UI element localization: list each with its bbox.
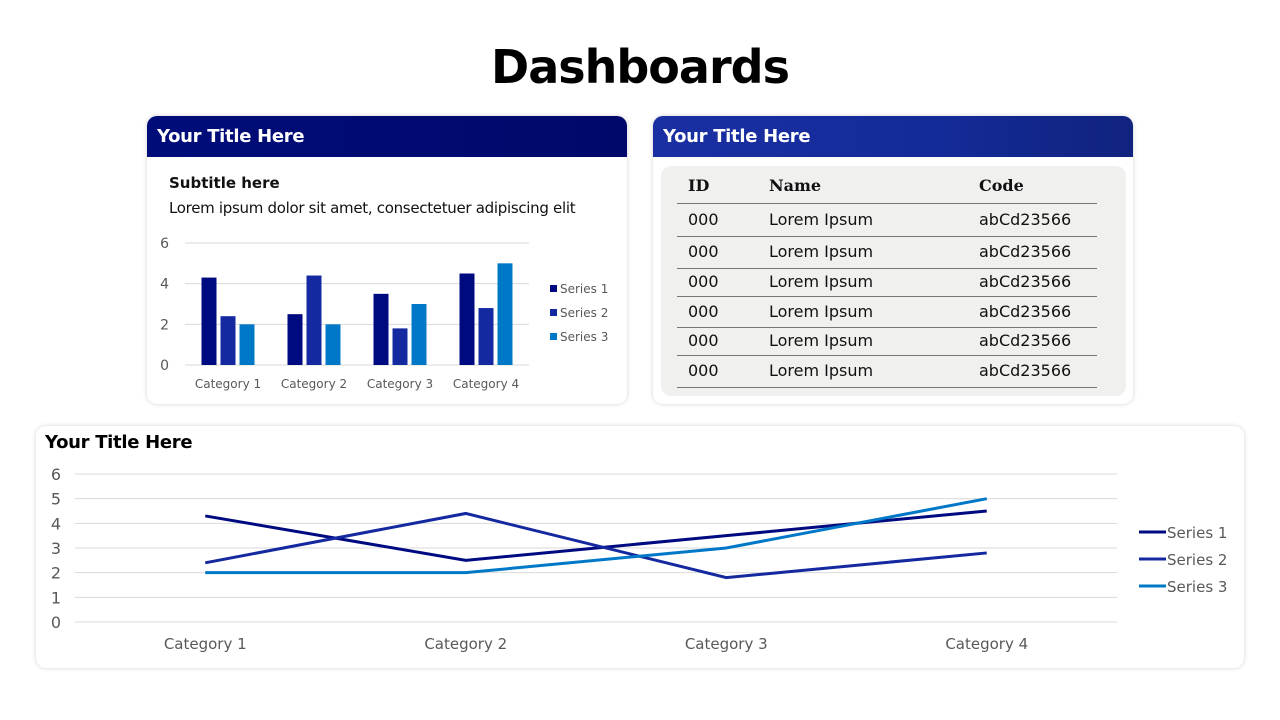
y-tick-label: 0 (160, 358, 169, 374)
bar-chart: 0 2 4 6 Category 1 Category 2 Category 3 Catego… (160, 236, 608, 391)
table-cell: abCd23566 (979, 331, 1072, 350)
table-row: 000 Lorem Ipsum abCd23566 (677, 328, 1097, 356)
x-tick-label: Category 4 (945, 635, 1028, 653)
table-row: 000 Lorem Ipsum abCd23566 (677, 269, 1097, 297)
bar (239, 324, 255, 365)
table-cell: 000 (688, 209, 719, 229)
page-title: Dashboards (491, 40, 790, 94)
table-row: 000 Lorem Ipsum abCd23566 (677, 356, 1097, 388)
bar (497, 263, 513, 365)
y-tick-label: 6 (160, 236, 169, 252)
table-row: 000 Lorem Ipsum abCd23566 (677, 297, 1097, 328)
table-cell: abCd23566 (979, 301, 1072, 321)
y-tick-label: 3 (51, 539, 61, 558)
table-cell: abCd23566 (979, 209, 1072, 229)
bar (373, 293, 389, 365)
column-header: Name (769, 176, 822, 195)
legend-label: Series 1 (560, 282, 608, 296)
legend-label: Series 1 (1167, 524, 1227, 542)
legend-swatch (550, 309, 557, 316)
card-title: Your Title Here (653, 116, 1133, 157)
table-cell: Lorem Ipsum (769, 242, 874, 261)
bar (459, 273, 475, 365)
y-tick-label: 4 (160, 277, 169, 293)
legend-label: Series 3 (1167, 578, 1227, 596)
bar (306, 275, 322, 365)
table-cell: 000 (688, 331, 719, 350)
y-tick-label: 2 (160, 317, 169, 333)
table-cell: Lorem Ipsum (769, 301, 874, 321)
legend-swatch (550, 333, 557, 340)
line-chart: 0 1 2 3 4 5 6 Category 1 Category 2 Category 3 Cat… (51, 465, 1228, 653)
table-row: 000 Lorem Ipsum abCd23566 (677, 237, 1097, 269)
x-tick-label: Category 1 (164, 635, 247, 653)
table-header-row: ID Name Code (677, 176, 1097, 204)
table-card: Your Title Here ID Name Code 000 Lorem Ipsum… (653, 116, 1133, 404)
x-tick-label: Category 3 (685, 635, 768, 653)
table-cell: 000 (688, 361, 719, 380)
series-line (204, 509, 987, 562)
table-cell: 000 (688, 242, 719, 261)
x-tick-label: Category 3 (367, 377, 433, 391)
y-tick-label: 2 (51, 564, 61, 583)
table-cell: 000 (688, 272, 719, 291)
table-cell: Lorem Ipsum (769, 361, 874, 380)
table-cell: abCd23566 (979, 272, 1072, 291)
card-subtitle: Subtitle here (169, 174, 280, 192)
x-tick-label: Category 4 (453, 377, 519, 391)
x-tick-label: Category 2 (281, 377, 347, 391)
card-text: Lorem ipsum dolor sit amet, consectetuer… (169, 199, 576, 217)
bar (287, 314, 303, 365)
card-title: Your Title Here (147, 116, 627, 157)
table-cell: abCd23566 (979, 242, 1072, 261)
legend-label: Series 3 (560, 330, 608, 344)
bar (220, 316, 236, 365)
bar (392, 328, 408, 365)
y-tick-label: 5 (51, 490, 61, 509)
table-row: 000 Lorem Ipsum abCd23566 (677, 204, 1097, 237)
bar (201, 277, 217, 365)
bar (325, 324, 341, 365)
table-cell: 000 (688, 301, 719, 321)
table-cell: abCd23566 (979, 361, 1072, 380)
legend-swatch (550, 285, 557, 292)
x-tick-label: Category 1 (195, 377, 261, 391)
line-chart-card: Your Title Here 0 1 2 3 4 5 6 Category 1 Categor… (36, 426, 1244, 668)
series-line (204, 511, 987, 580)
y-tick-label: 1 (51, 588, 61, 607)
card-title: Your Title Here (45, 432, 193, 453)
x-tick-label: Category 2 (424, 635, 507, 653)
data-table: ID Name Code 000 Lorem Ipsum abCd23566 000 Lore… (661, 166, 1126, 396)
table-cell: Lorem Ipsum (769, 209, 874, 229)
bar (478, 308, 494, 365)
table-cell: Lorem Ipsum (769, 331, 874, 350)
y-tick-label: 0 (51, 613, 61, 632)
y-tick-label: 4 (51, 514, 61, 533)
bar (411, 304, 427, 365)
legend-label: Series 2 (1167, 551, 1227, 569)
table-cell: Lorem Ipsum (769, 272, 874, 291)
bar-chart-card: Your Title Here Subtitle here Lorem ipsu… (147, 116, 627, 404)
y-tick-label: 6 (51, 465, 61, 484)
series-line (205, 497, 988, 575)
legend-label: Series 2 (560, 306, 608, 320)
column-header: Code (979, 176, 1024, 195)
column-header: ID (688, 176, 710, 195)
